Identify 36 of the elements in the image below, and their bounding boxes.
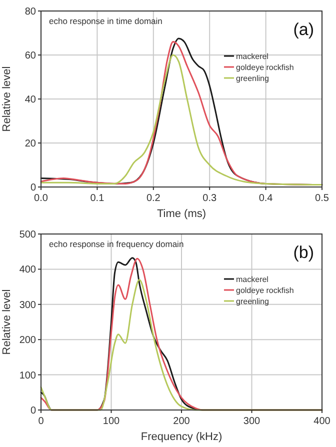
y-tick-label: 0 <box>30 182 36 194</box>
x-tick-label: 400 <box>314 416 331 427</box>
x-tick-label: 0.3 <box>202 193 217 204</box>
x-tick-label: 0.0 <box>34 193 48 204</box>
y-tick-label: 0 <box>30 406 36 416</box>
y-tick-label: 20 <box>24 138 36 150</box>
y-axis-title: Relative level <box>1 66 13 132</box>
y-tick-label: 300 <box>19 300 36 311</box>
y-tick-label: 100 <box>19 370 36 382</box>
x-tick-label: 0 <box>38 416 44 427</box>
legend-label: mackerel <box>236 275 269 284</box>
annotation: echo response in time domain <box>49 16 163 26</box>
x-axis-title: Time (ms) <box>156 208 206 220</box>
y-tick-label: 80 <box>24 6 36 18</box>
legend-label: mackerel <box>236 52 269 61</box>
y-tick-label: 60 <box>24 50 36 62</box>
y-tick-label: 40 <box>24 94 36 106</box>
annotation: echo response in frequency domain <box>49 239 184 249</box>
x-tick-label: 300 <box>243 416 261 427</box>
annotation: (b) <box>293 243 314 262</box>
x-tick-label: 0.5 <box>315 193 330 204</box>
legend-label: goldeye rockfish <box>236 63 294 72</box>
legend-label: greenling <box>236 297 269 306</box>
x-axis-title: Frequency (kHz) <box>140 431 222 443</box>
annotation: (a) <box>293 20 314 39</box>
x-tick-label: 100 <box>102 416 120 427</box>
y-tick-label: 500 <box>19 230 36 240</box>
x-tick-label: 200 <box>173 416 190 427</box>
y-tick-label: 400 <box>19 264 36 276</box>
x-tick-label: 0.1 <box>90 193 105 204</box>
x-tick-label: 0.4 <box>258 193 274 204</box>
x-tick-label: 0.2 <box>146 193 161 204</box>
legend-label: greenling <box>236 74 269 83</box>
legend-label: goldeye rockfish <box>236 286 294 295</box>
y-tick-label: 200 <box>19 335 36 346</box>
y-axis-title: Relative level <box>1 289 13 355</box>
